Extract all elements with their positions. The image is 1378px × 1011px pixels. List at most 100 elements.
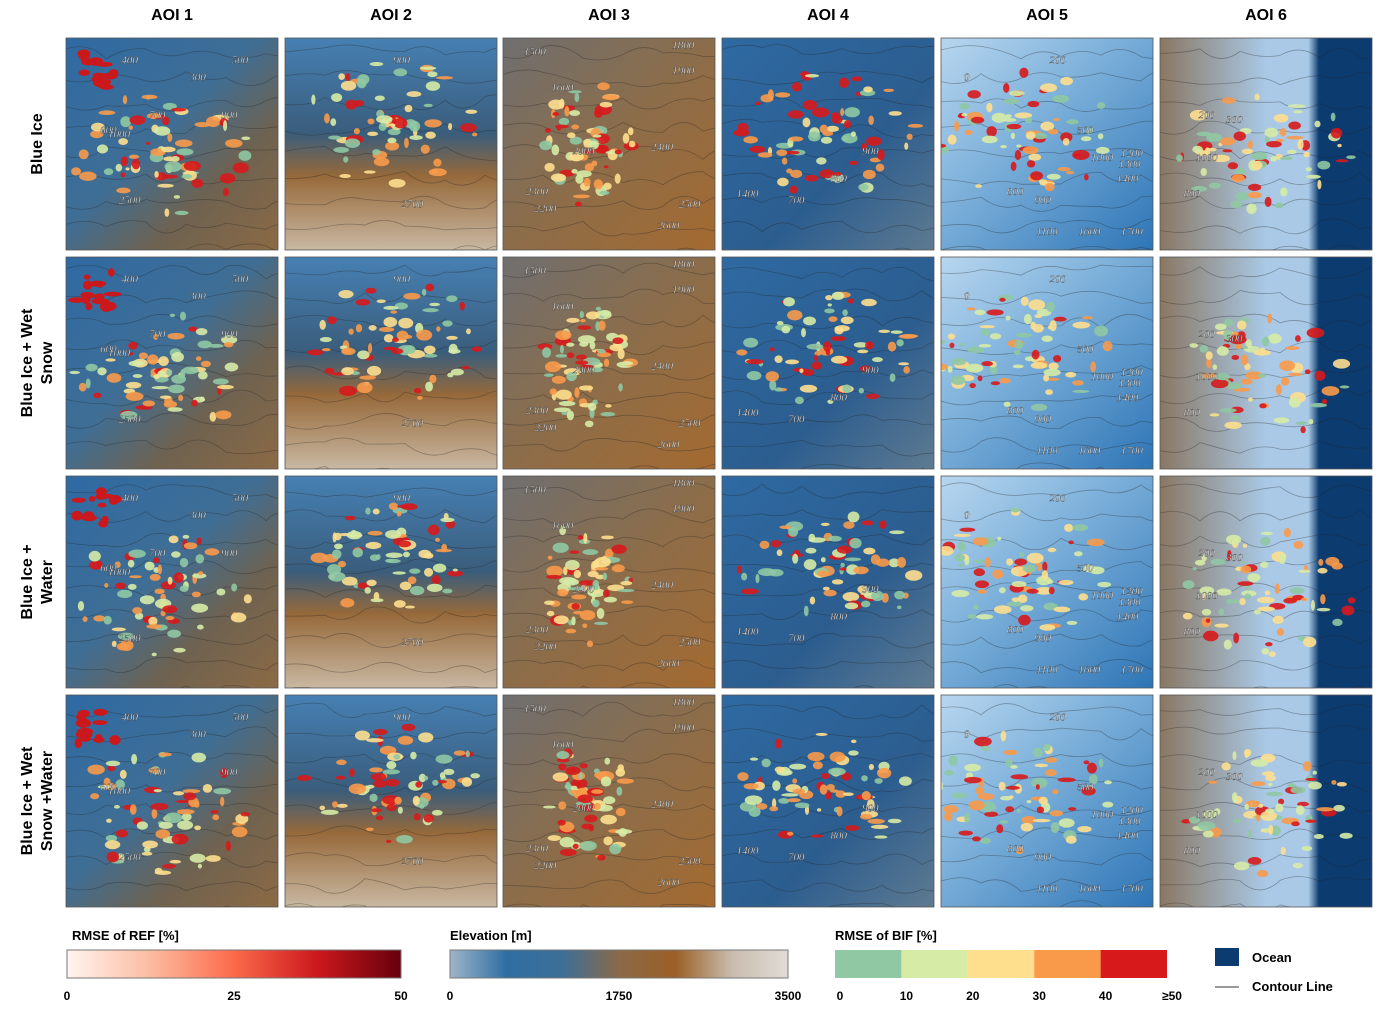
error-patch	[440, 517, 455, 523]
error-patch	[204, 548, 220, 556]
error-patch	[151, 385, 170, 390]
contour	[722, 97, 934, 109]
error-patch	[183, 792, 197, 801]
error-patch	[116, 642, 129, 651]
error-patch	[1035, 784, 1040, 790]
error-patch	[1065, 835, 1077, 844]
error-patch	[364, 587, 371, 594]
contour	[1160, 48, 1372, 60]
contour	[503, 195, 715, 210]
error-patch	[1015, 846, 1024, 855]
error-patch	[566, 371, 577, 382]
error-patch	[903, 366, 910, 374]
error-patch	[1275, 803, 1284, 813]
contour-label: 1800	[672, 697, 695, 709]
error-patch	[889, 530, 905, 535]
contour-label: 900	[862, 146, 879, 158]
error-patch	[144, 561, 155, 571]
panel-frame	[502, 475, 716, 689]
error-patch	[1074, 551, 1083, 557]
error-patch	[372, 779, 387, 788]
error-patch	[614, 149, 622, 155]
error-patch	[1060, 76, 1073, 86]
error-patch	[157, 370, 166, 378]
error-patch	[1247, 829, 1252, 839]
error-patch	[212, 814, 220, 821]
error-patch	[240, 811, 250, 817]
contour	[941, 753, 1153, 767]
error-patch	[1331, 780, 1337, 785]
error-patch	[579, 341, 589, 347]
error-patch	[191, 603, 209, 613]
error-patch	[599, 190, 610, 195]
error-patch	[552, 772, 569, 782]
error-patch	[153, 789, 162, 793]
error-patch	[794, 802, 810, 809]
ref-patch	[75, 713, 86, 721]
legend-tick: 0	[447, 989, 454, 1003]
error-patch	[1034, 763, 1049, 768]
error-patch	[874, 778, 883, 784]
contour-label: 2000	[573, 146, 596, 158]
error-patch	[759, 540, 770, 550]
error-patch	[98, 110, 116, 116]
error-patch	[1241, 560, 1246, 565]
error-patch	[1003, 83, 1010, 93]
ref-patch	[92, 72, 106, 78]
contour-label: 2500	[679, 637, 702, 649]
error-patch	[1232, 818, 1243, 824]
error-patch	[197, 340, 212, 349]
error-patch	[106, 818, 112, 823]
error-patch	[612, 337, 624, 345]
error-patch	[141, 94, 158, 100]
error-patch	[107, 765, 116, 772]
error-patch	[199, 396, 205, 402]
ref-patch	[76, 727, 94, 736]
error-patch	[803, 316, 816, 326]
error-patch	[743, 337, 759, 348]
error-patch	[398, 540, 412, 548]
error-patch	[1231, 174, 1245, 183]
error-patch	[1325, 556, 1340, 566]
error-patch	[844, 602, 859, 610]
error-patch	[178, 394, 184, 402]
contour	[1160, 876, 1372, 891]
contour	[285, 825, 497, 837]
error-patch	[587, 570, 599, 578]
contour	[722, 44, 934, 55]
contour-label: 800	[830, 392, 847, 404]
contour	[503, 171, 715, 186]
error-patch	[1024, 356, 1035, 362]
contour-label: 300	[1225, 333, 1243, 345]
error-patch	[627, 127, 634, 136]
error-patch	[461, 777, 473, 787]
error-patch	[407, 576, 417, 585]
error-patch	[1044, 182, 1055, 192]
error-patch	[1279, 360, 1295, 372]
error-patch	[1308, 781, 1322, 790]
error-patch	[409, 568, 421, 574]
error-patch	[555, 330, 572, 341]
contour	[722, 315, 934, 330]
contour	[722, 267, 934, 282]
error-patch	[353, 128, 360, 135]
contour	[1160, 533, 1372, 548]
error-patch	[131, 753, 138, 765]
contour-label: 2300	[526, 624, 549, 636]
error-patch	[125, 167, 130, 171]
error-patch	[376, 115, 393, 124]
error-patch	[1080, 136, 1092, 142]
error-patch	[575, 174, 584, 184]
error-patch	[1050, 822, 1060, 834]
error-patch	[1288, 121, 1301, 130]
contour	[1160, 634, 1372, 644]
error-patch	[1261, 648, 1270, 655]
error-patch	[1330, 112, 1336, 122]
error-patch	[1346, 155, 1356, 160]
contour	[1160, 388, 1372, 405]
error-patch	[134, 612, 144, 620]
error-patch	[775, 738, 782, 749]
